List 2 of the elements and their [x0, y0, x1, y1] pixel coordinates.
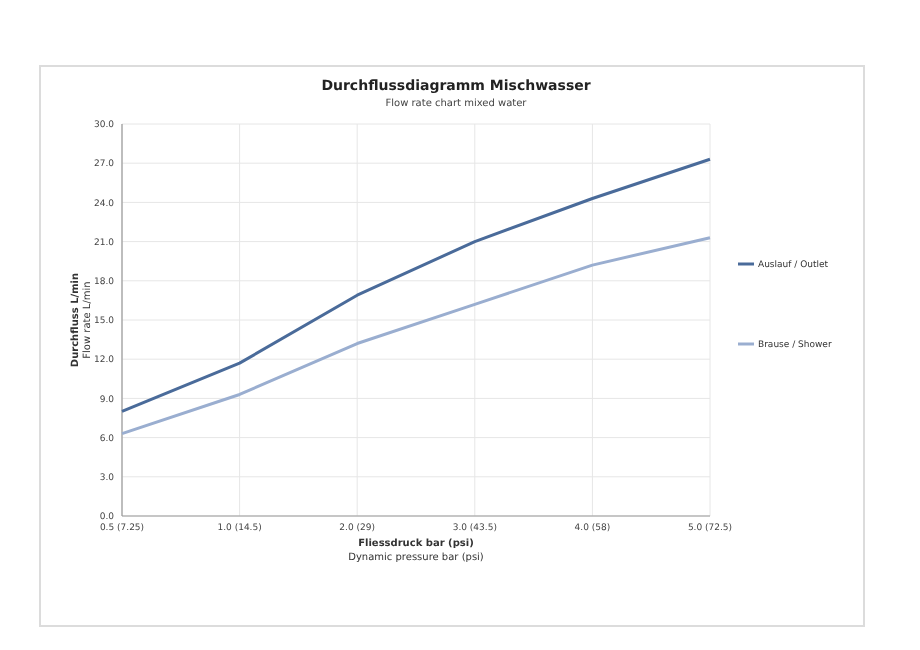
line-series — [120, 236, 712, 436]
line-series — [120, 157, 712, 413]
